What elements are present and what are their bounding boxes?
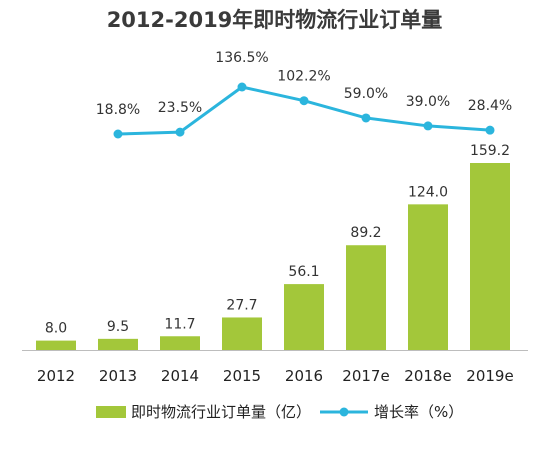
bar-2015: [222, 317, 262, 350]
x-tick-label-2013: 2013: [99, 367, 137, 385]
bar-value-label-2016: 56.1: [288, 264, 319, 280]
x-tick-label-2015: 2015: [223, 367, 261, 385]
growth-rate-label-2013: 18.8%: [96, 102, 140, 118]
growth-rate-point-2016: [299, 96, 309, 106]
bar-2019e: [470, 163, 510, 350]
growth-rate-point-2014: [175, 127, 185, 137]
x-tick-label-2019e: 2019e: [466, 367, 513, 385]
bar-value-label-2017e: 89.2: [350, 225, 381, 241]
bar-2018e: [408, 204, 448, 350]
legend-marker-growth: [339, 407, 349, 417]
x-tick-label-2014: 2014: [161, 367, 199, 385]
bar-value-label-2013: 9.5: [107, 319, 129, 335]
growth-rate-point-2013: [113, 129, 123, 139]
growth-rate-point-2015: [237, 82, 247, 92]
x-tick-label-2018e: 2018e: [404, 367, 451, 385]
bar-value-label-2018e: 124.0: [408, 184, 448, 200]
growth-rate-point-2017e: [361, 113, 371, 123]
x-tick-label-2016: 2016: [285, 367, 323, 385]
bar-2017e: [346, 245, 386, 350]
growth-rate-label-2018e: 39.0%: [406, 94, 450, 110]
legend-label-orders: 即时物流行业订单量（亿）: [131, 403, 311, 421]
bar-value-label-2019e: 159.2: [470, 143, 510, 159]
growth-rate-point-2018e: [423, 121, 433, 131]
bar-2013: [98, 338, 138, 350]
bar-2016: [284, 284, 324, 350]
bar-value-label-2015: 27.7: [226, 297, 257, 313]
growth-rate-label-2014: 23.5%: [158, 100, 202, 116]
growth-rate-label-2015: 136.5%: [215, 50, 268, 66]
bar-value-label-2012: 8.0: [45, 321, 67, 337]
growth-rate-label-2019e: 28.4%: [468, 98, 512, 114]
x-tick-label-2017e: 2017e: [342, 367, 389, 385]
chart-title: 2012-2019年即时物流行业订单量: [106, 8, 443, 32]
legend-swatch-orders: [96, 406, 126, 418]
bar-value-label-2014: 11.7: [164, 316, 195, 332]
growth-rate-label-2016: 102.2%: [277, 69, 330, 85]
x-tick-label-2012: 2012: [37, 367, 75, 385]
growth-rate-label-2017e: 59.0%: [344, 86, 388, 102]
bar-2012: [36, 340, 76, 350]
legend-label-growth: 增长率（%）: [374, 403, 463, 421]
growth-rate-point-2019e: [485, 125, 495, 135]
bar-2014: [160, 336, 200, 350]
